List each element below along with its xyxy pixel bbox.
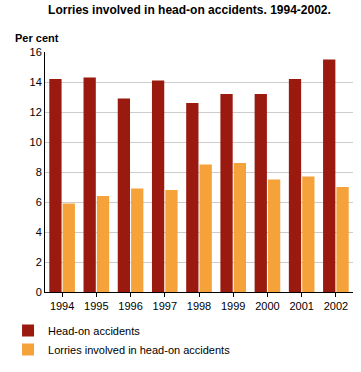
svg-text:2002: 2002 xyxy=(324,300,348,312)
svg-text:2: 2 xyxy=(36,256,42,268)
svg-text:1995: 1995 xyxy=(84,300,108,312)
svg-text:8: 8 xyxy=(36,166,42,178)
svg-text:16: 16 xyxy=(30,46,42,58)
svg-text:Lorries involved in head-on ac: Lorries involved in head-on accidents. 1… xyxy=(48,3,331,17)
svg-text:4: 4 xyxy=(36,226,42,238)
svg-text:0: 0 xyxy=(36,286,42,298)
svg-text:1998: 1998 xyxy=(187,300,211,312)
svg-text:6: 6 xyxy=(36,196,42,208)
svg-text:10: 10 xyxy=(30,136,42,148)
svg-text:1999: 1999 xyxy=(221,300,245,312)
svg-text:1994: 1994 xyxy=(50,300,74,312)
svg-text:1996: 1996 xyxy=(118,300,142,312)
svg-text:Lorries involved in head-on ac: Lorries involved in head-on accidents xyxy=(48,344,230,356)
svg-text:12: 12 xyxy=(30,106,42,118)
svg-text:2000: 2000 xyxy=(255,300,279,312)
svg-text:2001: 2001 xyxy=(289,300,313,312)
svg-text:14: 14 xyxy=(30,76,42,88)
svg-text:Head-on accidents: Head-on accidents xyxy=(48,325,140,337)
svg-text:1997: 1997 xyxy=(153,300,177,312)
svg-text:Per cent: Per cent xyxy=(15,32,59,44)
